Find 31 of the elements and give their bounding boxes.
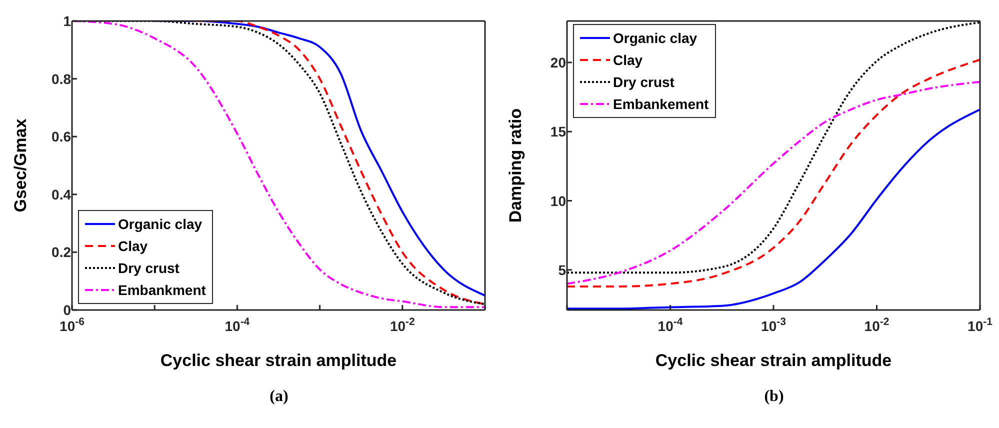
y-tick-label: 0.4 bbox=[52, 186, 72, 202]
x-axis-title: Cyclic shear strain amplitude bbox=[655, 351, 892, 370]
x-tick-label: 10$^{-4}$ bbox=[658, 316, 683, 334]
legend-label: Dry crust bbox=[118, 259, 180, 278]
x-tick-label: 10$^{-3}$ bbox=[761, 316, 786, 334]
x-axis-title: Cyclic shear strain amplitude bbox=[160, 351, 397, 370]
text: (b) bbox=[763, 388, 785, 406]
x-tick-label: 10$^{-6}$ bbox=[60, 316, 85, 334]
y-tick-label: 1 bbox=[63, 13, 72, 29]
y-tick-label: 20 bbox=[550, 54, 566, 70]
x-tick-label: 10$^{-2}$ bbox=[390, 316, 416, 334]
y-axis-title: Damping ratio bbox=[506, 108, 526, 223]
legend-label: Embankement bbox=[613, 95, 709, 114]
legend-label: Embankment bbox=[118, 281, 206, 300]
legend-label: Clay bbox=[613, 51, 643, 70]
y-tick-label: 10 bbox=[550, 192, 566, 209]
y-tick-label: 0 bbox=[63, 302, 72, 318]
y-tick-label: 15 bbox=[550, 124, 566, 140]
y-axis-title: Gsec/Gmax bbox=[11, 118, 30, 212]
legend-label: Organic clay bbox=[613, 29, 698, 48]
legend-label: Organic clay bbox=[118, 215, 202, 234]
y-tick-label: 0.8 bbox=[52, 70, 72, 87]
y-tick-label: 0.6 bbox=[52, 128, 72, 145]
x-tick-label: 10$^{-4}$ bbox=[224, 316, 250, 334]
x-tick-label: 10$^{-2}$ bbox=[864, 316, 890, 334]
y-tick-label: 5 bbox=[558, 262, 566, 278]
legend-label: Clay bbox=[118, 237, 148, 256]
legend-label: Dry crust bbox=[613, 73, 674, 92]
text: (a) bbox=[268, 388, 290, 406]
x-tick-label: 10$^{-1}$ bbox=[968, 316, 993, 334]
y-tick-label: 0.2 bbox=[52, 244, 72, 260]
